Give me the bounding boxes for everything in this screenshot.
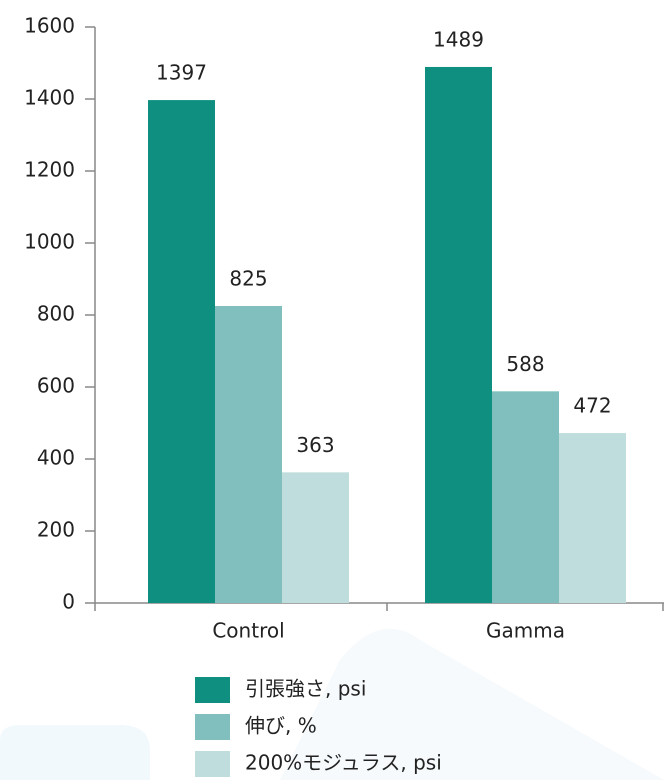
- legend-label: 伸び, %: [245, 714, 317, 738]
- background-shape: [0, 725, 150, 780]
- bar: [148, 100, 215, 603]
- bar: [282, 472, 349, 603]
- legend-label: 200%モジュラス, psi: [245, 751, 442, 775]
- legend-swatch: [195, 751, 230, 777]
- legend-swatch: [195, 714, 230, 740]
- x-tick-label: Control: [212, 619, 284, 643]
- value-label: 1489: [433, 27, 484, 51]
- y-tick-label: 1200: [24, 158, 75, 182]
- background-shape: [280, 628, 664, 780]
- y-tick-label: 1600: [24, 14, 75, 38]
- legend-label: 引張強さ, psi: [245, 677, 366, 701]
- x-tick-label: Gamma: [486, 619, 565, 643]
- y-tick-label: 800: [37, 302, 75, 326]
- y-tick-label: 600: [37, 374, 75, 398]
- value-label: 363: [296, 433, 334, 457]
- value-label: 472: [573, 394, 611, 418]
- y-tick-label: 400: [37, 446, 75, 470]
- legend-swatch: [195, 677, 230, 703]
- bar: [492, 391, 559, 603]
- value-label: 825: [229, 267, 267, 291]
- bar: [425, 66, 492, 603]
- y-tick-label: 0: [62, 590, 75, 614]
- value-label: 1397: [156, 61, 207, 85]
- value-label: 588: [506, 352, 544, 376]
- y-tick-label: 1400: [24, 86, 75, 110]
- y-tick-label: 1000: [24, 230, 75, 254]
- bar: [559, 433, 626, 603]
- bar: [215, 306, 282, 603]
- y-tick-label: 200: [37, 518, 75, 542]
